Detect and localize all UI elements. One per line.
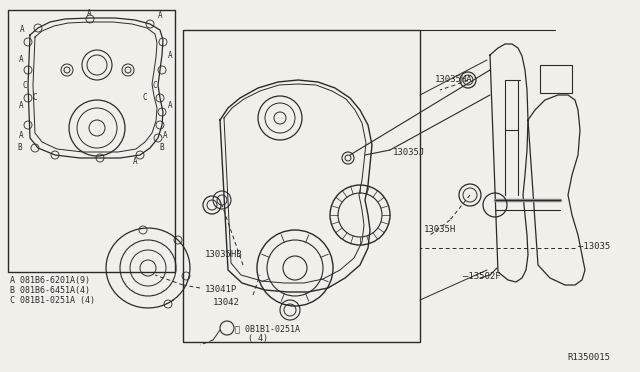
- Text: C: C: [22, 80, 28, 90]
- Text: A: A: [20, 26, 24, 35]
- Text: 13035H: 13035H: [424, 225, 456, 234]
- Text: C: C: [33, 93, 37, 103]
- Text: A: A: [168, 51, 172, 60]
- Text: 13042: 13042: [213, 298, 240, 307]
- Text: B: B: [160, 144, 164, 153]
- Text: Ⓑ 0B1B1-0251A: Ⓑ 0B1B1-0251A: [235, 324, 300, 333]
- Text: A: A: [19, 55, 23, 64]
- Text: C 081B1-0251A (4): C 081B1-0251A (4): [10, 296, 95, 305]
- Text: A: A: [168, 100, 172, 109]
- Bar: [183, 30, 420, 342]
- Text: –13502F: –13502F: [463, 272, 500, 281]
- Text: R1350015: R1350015: [567, 353, 610, 362]
- Bar: [540, 65, 572, 93]
- Text: C: C: [153, 80, 157, 90]
- Text: –13035: –13035: [578, 242, 611, 251]
- Text: 13041P: 13041P: [205, 285, 237, 294]
- Text: B: B: [18, 144, 22, 153]
- Text: A: A: [19, 131, 23, 140]
- Bar: [8, 10, 175, 272]
- Text: 13035HA: 13035HA: [435, 75, 472, 84]
- Text: A: A: [86, 9, 92, 17]
- Text: B 081B6-6451A(4): B 081B6-6451A(4): [10, 286, 90, 295]
- Text: C: C: [143, 93, 147, 103]
- Text: A: A: [19, 100, 23, 109]
- Text: A: A: [163, 131, 167, 140]
- Text: 13035J: 13035J: [393, 148, 425, 157]
- Text: 13035HB: 13035HB: [205, 250, 243, 259]
- Text: A: A: [157, 12, 163, 20]
- Text: A 081B6-6201A(9): A 081B6-6201A(9): [10, 276, 90, 285]
- Text: A: A: [132, 157, 138, 167]
- Text: ( 4): ( 4): [248, 334, 268, 343]
